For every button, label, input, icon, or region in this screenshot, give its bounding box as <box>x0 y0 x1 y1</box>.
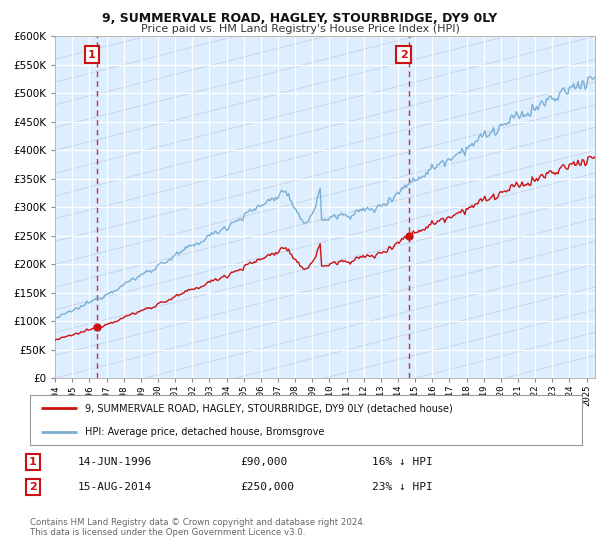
Text: 23% ↓ HPI: 23% ↓ HPI <box>372 482 433 492</box>
Text: 2: 2 <box>29 482 37 492</box>
Text: 1: 1 <box>29 457 37 467</box>
Text: £250,000: £250,000 <box>240 482 294 492</box>
Text: 15-AUG-2014: 15-AUG-2014 <box>78 482 152 492</box>
Text: 1: 1 <box>88 50 96 59</box>
Text: Price paid vs. HM Land Registry's House Price Index (HPI): Price paid vs. HM Land Registry's House … <box>140 24 460 34</box>
Text: 9, SUMMERVALE ROAD, HAGLEY, STOURBRIDGE, DY9 0LY (detached house): 9, SUMMERVALE ROAD, HAGLEY, STOURBRIDGE,… <box>85 403 453 413</box>
Text: 16% ↓ HPI: 16% ↓ HPI <box>372 457 433 467</box>
Text: 14-JUN-1996: 14-JUN-1996 <box>78 457 152 467</box>
Text: 9, SUMMERVALE ROAD, HAGLEY, STOURBRIDGE, DY9 0LY: 9, SUMMERVALE ROAD, HAGLEY, STOURBRIDGE,… <box>103 12 497 25</box>
Text: Contains HM Land Registry data © Crown copyright and database right 2024.
This d: Contains HM Land Registry data © Crown c… <box>30 518 365 538</box>
Text: £90,000: £90,000 <box>240 457 287 467</box>
Text: HPI: Average price, detached house, Bromsgrove: HPI: Average price, detached house, Brom… <box>85 427 325 437</box>
Text: 2: 2 <box>400 50 407 59</box>
